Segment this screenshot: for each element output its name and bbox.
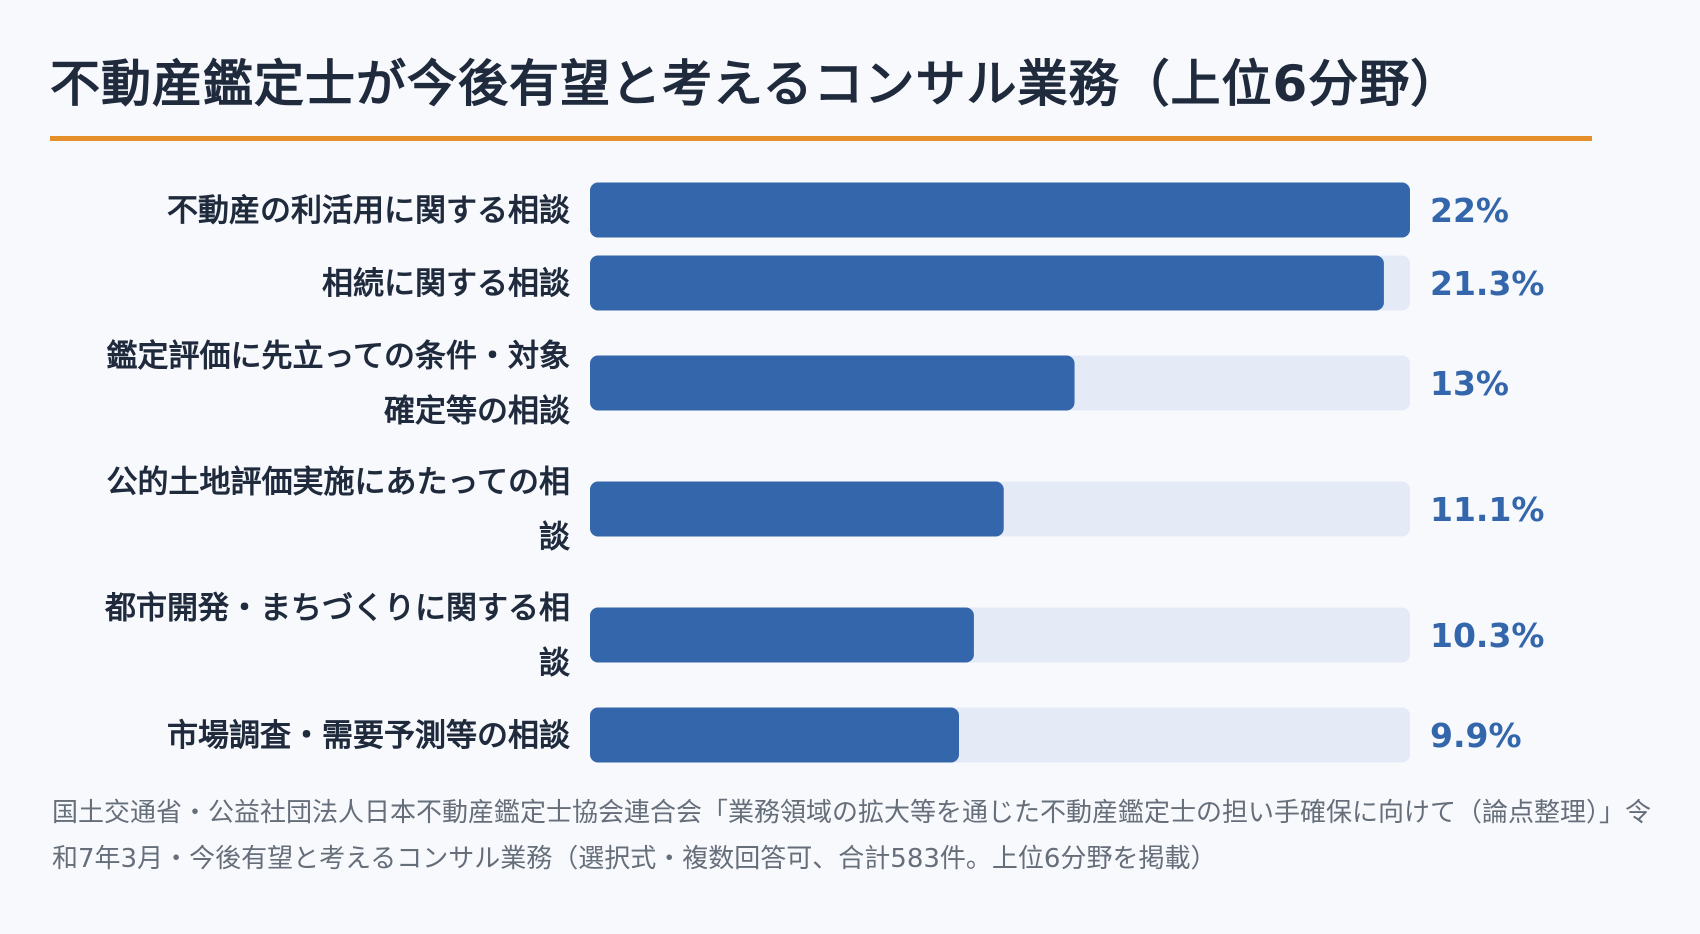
value-label: 22% — [1430, 191, 1509, 230]
title-underline — [50, 136, 1592, 141]
category-label: 談 — [539, 646, 571, 682]
bar-5 — [590, 707, 959, 763]
value-label: 11.1% — [1430, 490, 1545, 529]
value-label: 13% — [1430, 364, 1509, 403]
value-label: 21.3% — [1430, 264, 1545, 303]
chart-title: 不動産鑑定士が今後有望と考えるコンサル業務（上位6分野） — [50, 55, 1462, 113]
bar-2 — [590, 355, 1075, 411]
value-label: 9.9% — [1430, 716, 1522, 755]
source-note: 国土交通省・公益社団法人日本不動産鑑定士協会連合会「業務領域の拡大等を通じた不動… — [52, 798, 1652, 874]
category-label: 確定等の相談 — [384, 394, 571, 430]
category-label: 都市開発・まちづくりに関する相 — [104, 591, 570, 627]
category-label: 談 — [539, 520, 571, 556]
category-label: 公的土地評価実施にあたっての相 — [107, 465, 570, 501]
value-label: 10.3% — [1430, 616, 1545, 655]
category-label: 鑑定評価に先立っての条件・対象 — [107, 339, 570, 375]
category-label: 市場調査・需要予測等の相談 — [167, 718, 571, 754]
bar-4 — [590, 607, 974, 663]
category-label: 相続に関する相談 — [322, 266, 571, 302]
bar-1 — [590, 255, 1384, 311]
bar-chart: 不動産の利活用に関する相談 22% 相続に関する相談 21.3% 鑑定評価に先立っての条… — [104, 182, 1545, 763]
bar-3 — [590, 481, 1004, 537]
category-label: 不動産の利活用に関する相談 — [167, 193, 571, 229]
bar-0 — [590, 182, 1410, 238]
